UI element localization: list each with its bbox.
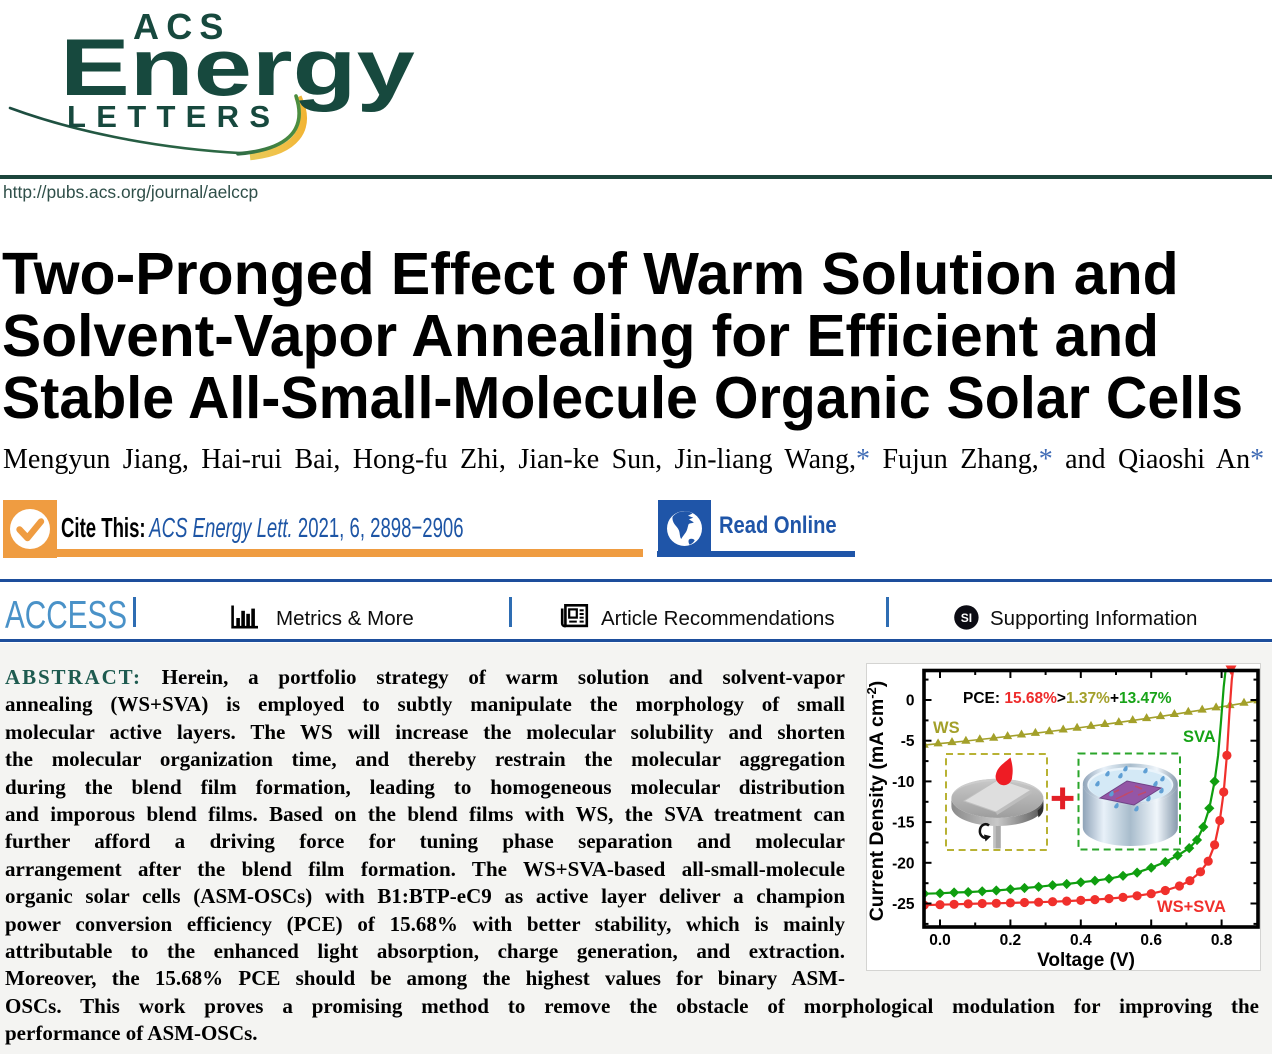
svg-text:0.8: 0.8: [1211, 932, 1233, 949]
svg-text:0: 0: [906, 693, 915, 710]
svg-text:WS: WS: [933, 719, 960, 737]
svg-text:0.6: 0.6: [1140, 932, 1162, 949]
svg-text:0.4: 0.4: [1070, 932, 1092, 949]
svg-text:0.0: 0.0: [929, 932, 951, 949]
svg-text:-20: -20: [892, 855, 914, 872]
svg-text:PCE: 15.68%>1.37%+13.47%: PCE: 15.68%>1.37%+13.47%: [963, 690, 1172, 707]
svg-text:Voltage (V): Voltage (V): [1037, 950, 1135, 970]
svg-text:-15: -15: [892, 815, 915, 832]
svg-text:WS+SVA: WS+SVA: [1157, 898, 1226, 916]
svg-text:0.2: 0.2: [1000, 932, 1022, 949]
svg-text:-10: -10: [892, 774, 914, 791]
svg-text:SVA: SVA: [1183, 728, 1216, 746]
svg-text:Current Density (mA cm-2): Current Density (mA cm-2): [867, 681, 888, 922]
svg-text:-25: -25: [892, 896, 915, 913]
svg-text:SI: SI: [961, 611, 972, 625]
svg-text:-5: -5: [901, 733, 915, 750]
